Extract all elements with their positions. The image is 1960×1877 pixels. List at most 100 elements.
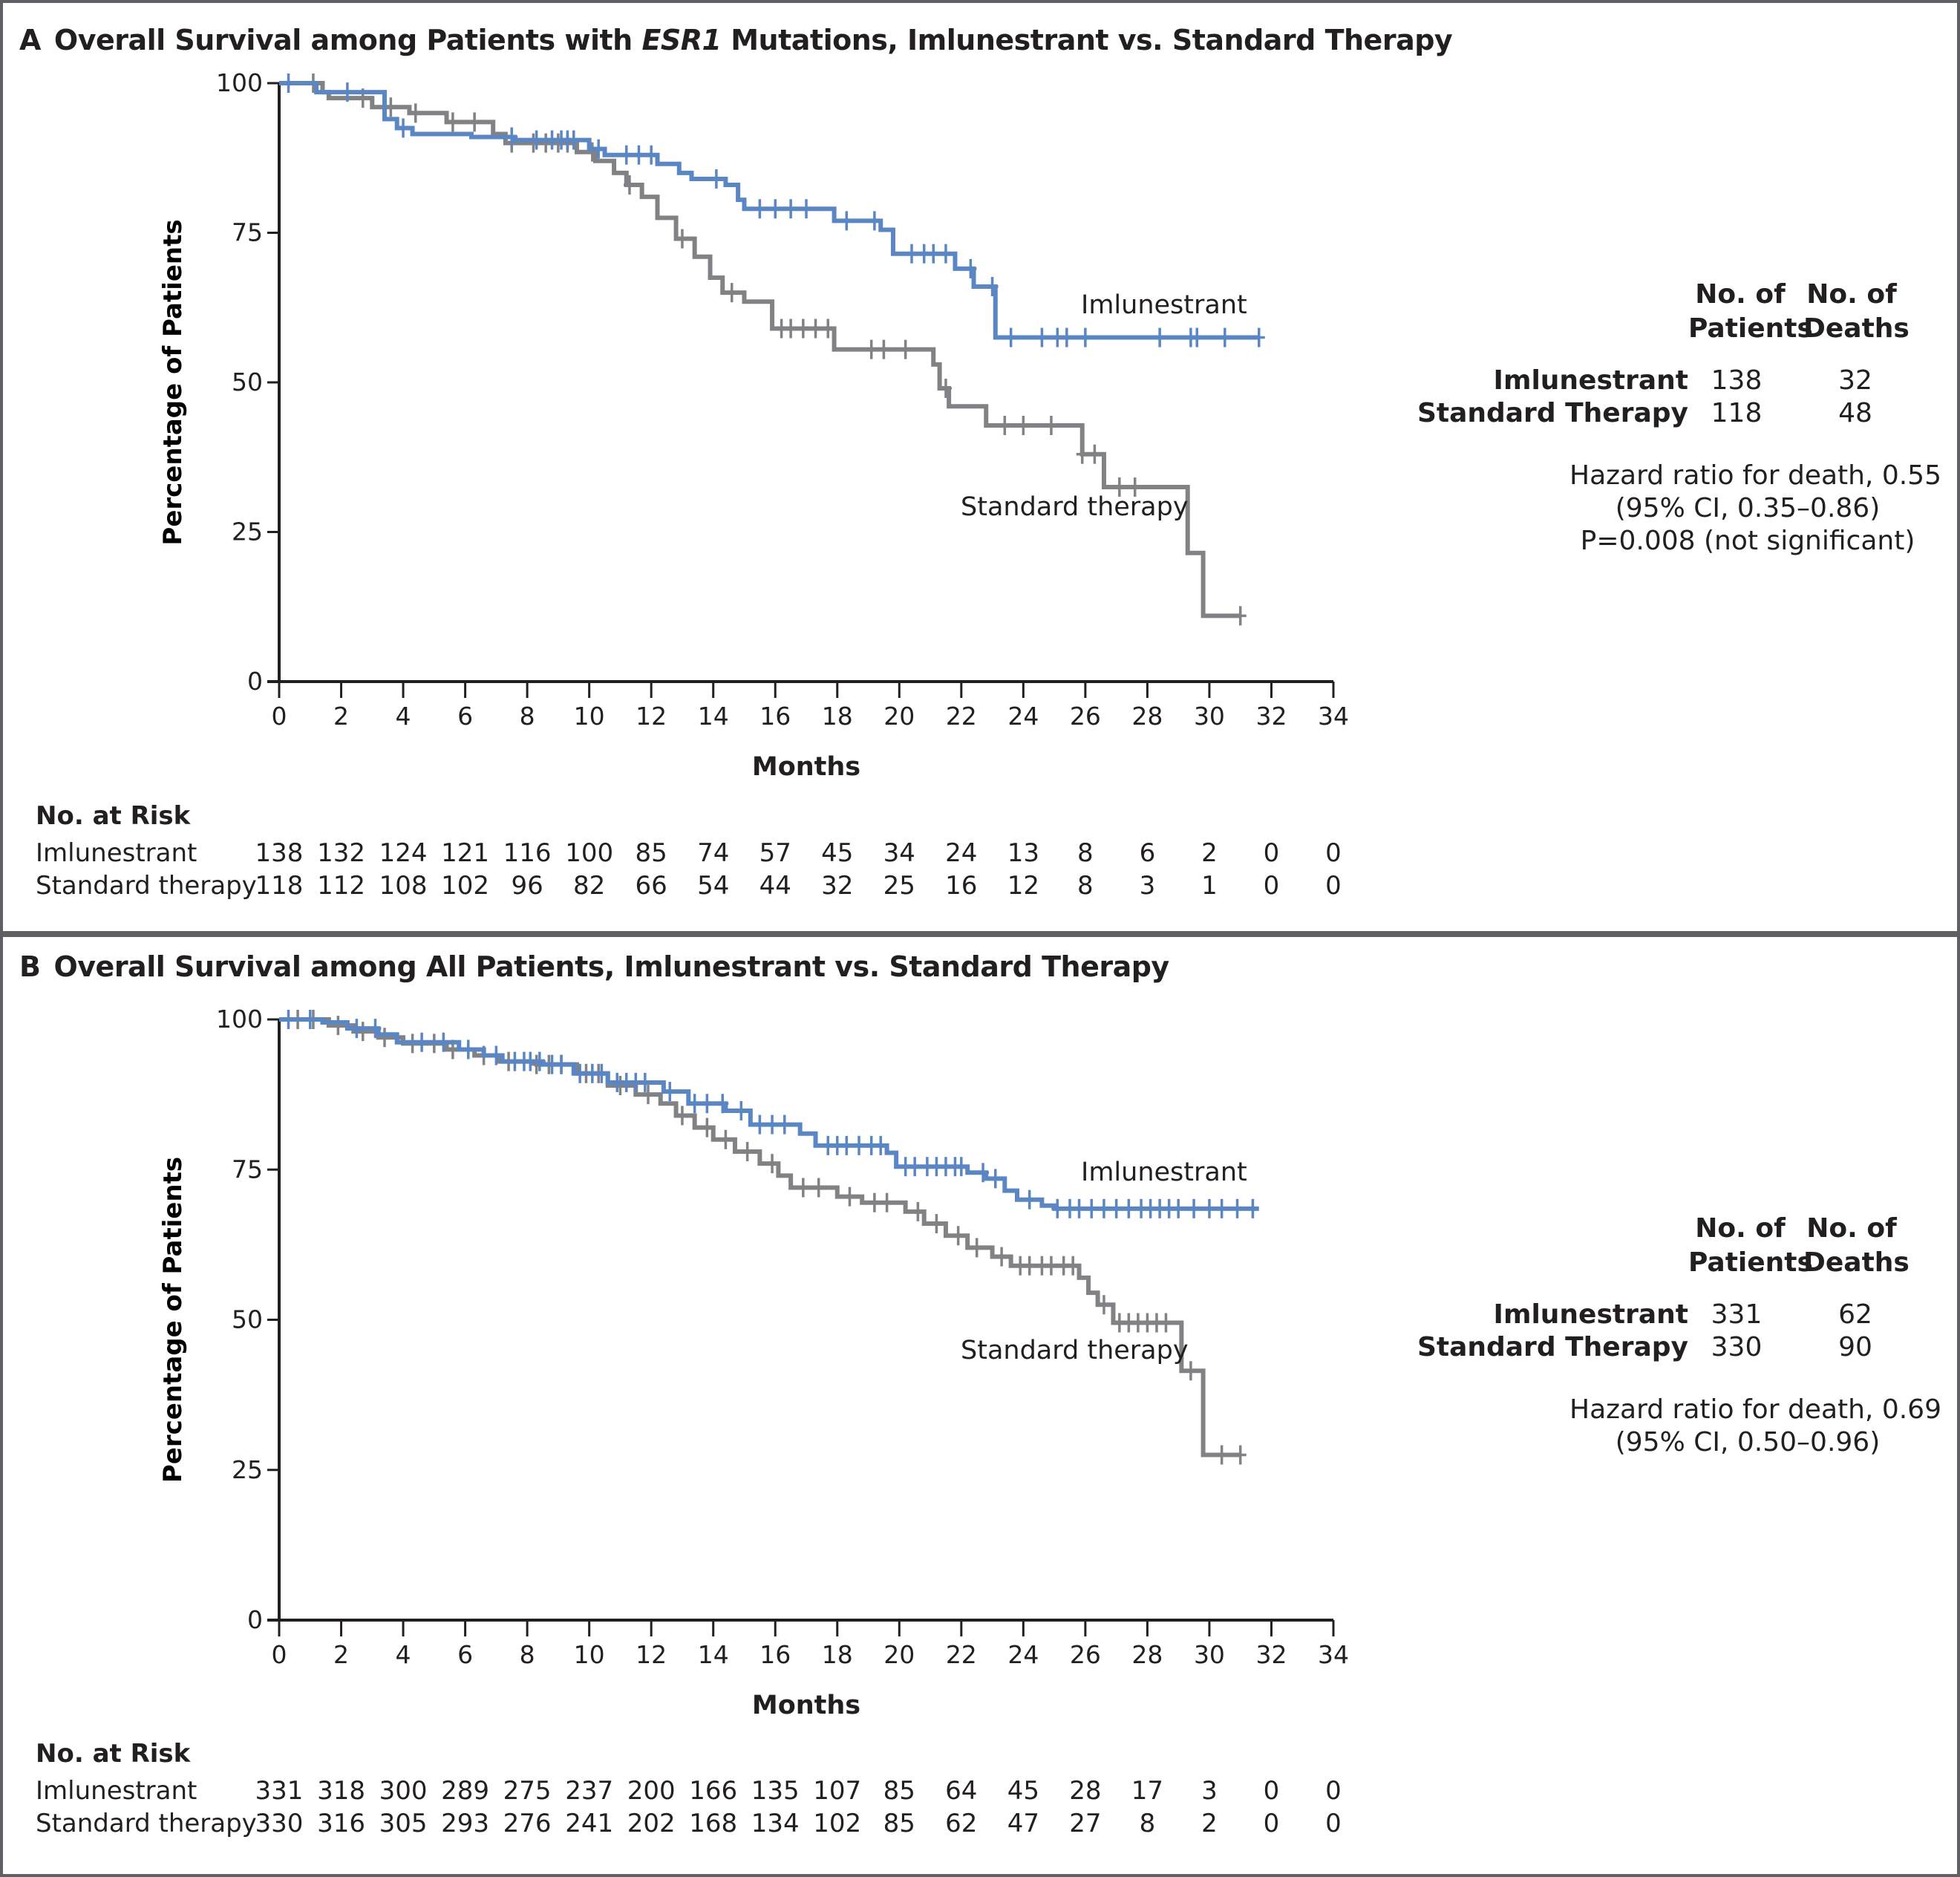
- x-axis-label: Months: [752, 1691, 860, 1720]
- header-patients: No. of Patients: [1688, 1212, 1813, 1280]
- hazard-ratio: Hazard ratio for death, 0.55 (95% CI, 0.…: [1569, 460, 1941, 558]
- x-tick-label: 6: [457, 1640, 473, 1669]
- x-tick-label: 2: [333, 1640, 349, 1669]
- risk-value: 85: [883, 1776, 915, 1806]
- risk-value: 3: [1139, 871, 1156, 901]
- risk-value: 8: [1077, 838, 1094, 868]
- x-tick-label: 28: [1131, 702, 1163, 731]
- x-tick-label: 30: [1194, 702, 1225, 731]
- risk-value: 132: [317, 838, 365, 868]
- y-tick-label: 0: [247, 667, 263, 696]
- x-tick-label: 2: [333, 702, 349, 731]
- risk-label: Standard therapy: [36, 871, 257, 901]
- x-tick-label: 32: [1255, 1640, 1287, 1669]
- stats-patients: 330: [1711, 1332, 1763, 1362]
- x-tick-label: 24: [1007, 1640, 1039, 1669]
- hazard-line: (95% CI, 0.50–0.96): [1615, 1427, 1881, 1457]
- series-imlunestrant: [279, 1010, 1259, 1218]
- survival-curve: [279, 1017, 1241, 1457]
- header-line: No. of: [1806, 1213, 1897, 1244]
- y-tick-label: 75: [232, 218, 263, 247]
- header-deaths: No. of Deaths: [1803, 1212, 1910, 1280]
- risk-value: 0: [1325, 1776, 1342, 1806]
- risk-label: Imlunestrant: [36, 1776, 197, 1806]
- hazard-line: P=0.008 (not significant): [1580, 526, 1915, 556]
- risk-value: 0: [1263, 838, 1280, 868]
- risk-value: 168: [689, 1809, 738, 1838]
- risk-value: 28: [1069, 1776, 1102, 1806]
- risk-value: 45: [821, 838, 854, 868]
- risk-label: Imlunestrant: [36, 838, 197, 868]
- risk-value: 289: [441, 1776, 490, 1806]
- x-tick-label: 10: [574, 1640, 605, 1669]
- risk-value: 8: [1077, 871, 1094, 901]
- risk-value: 102: [813, 1809, 862, 1838]
- stats-row-label: Imlunestrant: [1493, 365, 1688, 396]
- risk-value: 24: [945, 838, 978, 868]
- risk-table-b: No. at Risk Imlunestrant Standard therap…: [36, 1739, 1817, 1850]
- risk-value: 112: [317, 871, 365, 901]
- risk-value: 237: [565, 1776, 614, 1806]
- risk-value: 45: [1007, 1776, 1039, 1806]
- x-tick-label: 14: [698, 1640, 729, 1669]
- risk-table-a: No. at Risk Imlunestrant Standard therap…: [36, 801, 1817, 913]
- header-line: Deaths: [1803, 1247, 1910, 1278]
- series-standard-therapy: [279, 74, 1247, 626]
- risk-value: 134: [751, 1809, 800, 1838]
- risk-title: No. at Risk: [36, 801, 191, 831]
- risk-value: 32: [821, 871, 854, 901]
- curve-label-imlunestrant: Imlunestrant: [1081, 1158, 1247, 1187]
- x-tick-label: 34: [1318, 702, 1349, 731]
- risk-value: 8: [1139, 1809, 1156, 1838]
- curve-label-standard-therapy: Standard therapy: [961, 492, 1189, 522]
- risk-value: 124: [379, 838, 428, 868]
- risk-value: 0: [1325, 1809, 1342, 1838]
- stats-row-label: Imlunestrant: [1493, 1299, 1688, 1330]
- risk-value: 135: [751, 1776, 800, 1806]
- x-tick-label: 18: [822, 1640, 853, 1669]
- stats-deaths: 62: [1838, 1299, 1872, 1330]
- x-tick-label: 4: [396, 702, 411, 731]
- risk-value: 64: [945, 1776, 978, 1806]
- x-tick-label: 20: [883, 702, 915, 731]
- risk-value: 305: [379, 1809, 428, 1838]
- header-line: Patients: [1688, 1247, 1813, 1278]
- risk-value: 121: [441, 838, 490, 868]
- x-tick-label: 34: [1318, 1640, 1349, 1669]
- risk-value: 17: [1131, 1776, 1164, 1806]
- risk-value: 202: [627, 1809, 676, 1838]
- x-tick-label: 16: [760, 702, 791, 731]
- risk-value: 0: [1325, 838, 1342, 868]
- y-tick-label: 25: [232, 1455, 263, 1484]
- risk-value: 330: [255, 1809, 304, 1838]
- risk-value: 27: [1069, 1809, 1102, 1838]
- panel-b-title: B Overall Survival among All Patients, Im…: [19, 950, 1169, 983]
- x-tick-label: 22: [946, 1640, 977, 1669]
- y-tick-label: 50: [232, 368, 263, 396]
- risk-value: 0: [1263, 871, 1280, 901]
- y-tick-label: 0: [247, 1605, 263, 1634]
- risk-value: 66: [635, 871, 667, 901]
- stats-row-label: Standard Therapy: [1417, 1332, 1688, 1362]
- risk-value: 316: [317, 1809, 365, 1838]
- series-standard-therapy: [279, 1010, 1247, 1465]
- risk-value: 2: [1201, 1809, 1218, 1838]
- risk-value: 25: [883, 871, 915, 901]
- risk-value: 300: [379, 1776, 428, 1806]
- x-tick-label: 6: [457, 702, 473, 731]
- panel-a-title: A Overall Survival among Patients with ES…: [19, 24, 1453, 56]
- panel-b: B Overall Survival among All Patients, Im…: [3, 937, 1957, 1874]
- x-tick-label: 22: [946, 702, 977, 731]
- risk-value: 74: [697, 838, 730, 868]
- hazard-ratio: Hazard ratio for death, 0.69 (95% CI, 0.…: [1569, 1394, 1941, 1459]
- risk-value: 6: [1139, 838, 1156, 868]
- title-text: Overall Survival among All Patients, Iml…: [53, 950, 1169, 983]
- title-text-end: Mutations, Imlunestrant vs. Standard The…: [721, 24, 1453, 56]
- title-gene: ESR1: [641, 24, 722, 56]
- x-axis-label: Months: [752, 752, 860, 782]
- x-tick-label: 14: [698, 702, 729, 731]
- y-tick-label: 100: [216, 1005, 263, 1034]
- risk-value: 47: [1007, 1809, 1039, 1838]
- x-tick-label: 28: [1131, 1640, 1163, 1669]
